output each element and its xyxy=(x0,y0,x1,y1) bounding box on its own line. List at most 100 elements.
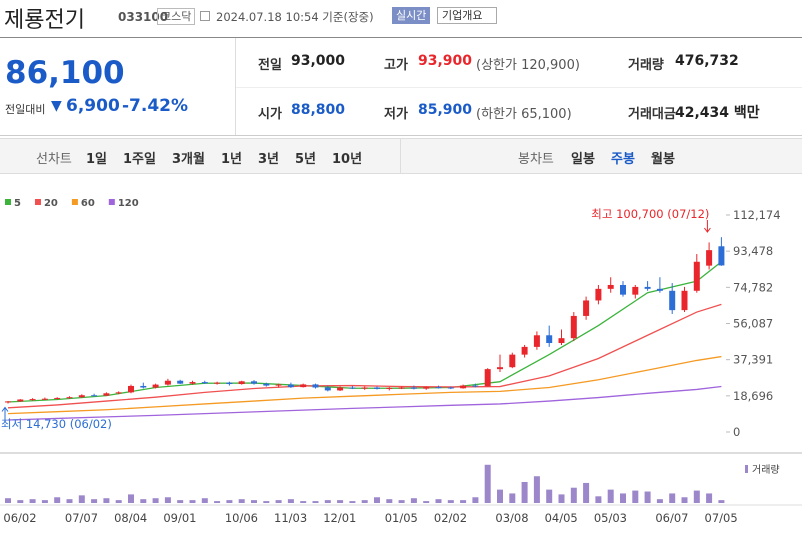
candle-body xyxy=(29,399,36,401)
candle-body xyxy=(447,387,454,389)
stock-code: 033100 xyxy=(118,10,169,24)
ma-line xyxy=(7,355,722,415)
volume-bar xyxy=(361,500,368,503)
legend-label: 120 xyxy=(118,198,139,209)
candle-body xyxy=(349,387,356,389)
candle-body xyxy=(644,286,651,289)
candle-body xyxy=(214,382,221,384)
volume-bar xyxy=(583,482,590,503)
volume-bar xyxy=(706,493,713,503)
nav-bar xyxy=(0,138,802,174)
volume-bar xyxy=(214,501,221,503)
volume-bar xyxy=(324,500,331,503)
nav-period[interactable]: 5년 xyxy=(295,152,317,167)
candle-body xyxy=(570,315,577,339)
x-tick-label: 07/07 xyxy=(65,511,98,525)
quote-value: 42,434 백만 xyxy=(675,105,760,121)
volume-label: 거래량 xyxy=(752,464,780,476)
quote-note: (상한가 120,900) xyxy=(476,58,580,73)
nav-period[interactable]: 일봉 xyxy=(571,152,595,167)
volume-bar xyxy=(681,497,688,503)
price: 86,100 xyxy=(5,55,125,91)
volume-bar xyxy=(78,495,85,503)
volume-bar xyxy=(497,489,503,503)
change: 6,900 xyxy=(66,96,120,116)
ma-line xyxy=(7,261,722,403)
volume-bar xyxy=(669,493,676,503)
candle-body xyxy=(226,382,233,385)
candle-body xyxy=(361,387,368,389)
legend-swatch xyxy=(108,199,115,205)
market-badge: 코스닥 xyxy=(157,8,196,25)
nav-period[interactable]: 3년 xyxy=(258,152,280,167)
stock-name: 제룡전기 xyxy=(4,8,85,33)
volume-bar xyxy=(595,496,602,503)
candle-body xyxy=(312,384,319,388)
y-tick-label: 18,696 xyxy=(733,389,773,403)
candle-body xyxy=(460,385,467,389)
x-tick-label: 01/05 xyxy=(385,511,418,525)
candle-body xyxy=(607,284,614,289)
nav-label: 봉차트 xyxy=(518,152,554,167)
volume-bar xyxy=(128,494,134,503)
volume-bar xyxy=(251,500,257,503)
candle-body xyxy=(509,354,516,368)
nav-period[interactable]: 1일 xyxy=(86,152,108,167)
volume-bar xyxy=(337,500,344,503)
candle-body xyxy=(656,288,663,291)
volume-bar xyxy=(718,500,725,503)
candle-body xyxy=(251,381,257,384)
legend-label: 60 xyxy=(81,198,95,209)
nav-period[interactable]: 주봉 xyxy=(611,152,635,167)
divider xyxy=(236,87,802,88)
volume-bar xyxy=(115,500,122,503)
x-tick-label: 11/03 xyxy=(274,511,307,525)
down-arrow: ▼ xyxy=(51,98,62,114)
x-tick-label: 12/01 xyxy=(323,511,356,525)
y-tick-label: 56,087 xyxy=(733,317,773,331)
divider xyxy=(235,38,236,135)
realtime-button[interactable]: 실시간 xyxy=(392,7,431,24)
legend-swatch xyxy=(71,199,78,205)
volume-bar xyxy=(201,498,208,503)
x-tick-label: 09/01 xyxy=(163,511,196,525)
volume-bar xyxy=(546,489,553,503)
volume-bar xyxy=(189,500,196,503)
volume-bar xyxy=(152,498,159,503)
x-tick-label: 06/07 xyxy=(655,511,688,525)
candle-body xyxy=(410,387,417,389)
volume-bar xyxy=(287,499,294,503)
nav-period[interactable]: 월봉 xyxy=(651,152,675,167)
candle-body xyxy=(263,383,270,386)
candle-body xyxy=(472,385,479,387)
candle-body xyxy=(435,387,442,389)
x-tick-label: 10/06 xyxy=(225,511,258,525)
volume-bar xyxy=(570,487,577,503)
volume-bar xyxy=(509,493,516,503)
x-tick-label: 05/03 xyxy=(594,511,627,525)
volume-bar xyxy=(386,499,393,503)
candle-body xyxy=(41,398,48,400)
volume-bar xyxy=(484,464,491,503)
y-tick-label: 112,174 xyxy=(733,208,781,222)
nav-period[interactable]: 3개월 xyxy=(172,152,205,167)
nav-period[interactable]: 1주일 xyxy=(123,152,156,167)
quote-value: 93,000 xyxy=(291,53,346,69)
y-tick-label: 74,782 xyxy=(733,280,773,294)
candle-body xyxy=(521,346,528,355)
candle-body xyxy=(693,261,700,291)
x-tick-label: 03/08 xyxy=(495,511,528,525)
change-label: 전일대비 xyxy=(5,103,46,116)
candle-body xyxy=(128,385,134,393)
nav-period[interactable]: 10년 xyxy=(332,152,363,167)
volume-bar xyxy=(533,476,540,503)
candle-body xyxy=(558,338,565,344)
candle-body xyxy=(681,290,688,311)
low-arrow xyxy=(1,406,9,420)
x-tick-label: 06/02 xyxy=(3,511,36,525)
nav-period[interactable]: 1년 xyxy=(221,152,243,167)
candle-body xyxy=(5,401,11,403)
calendar-icon xyxy=(200,11,210,21)
candle-body xyxy=(201,382,208,384)
company-button[interactable]: 기업개요 xyxy=(437,7,498,24)
